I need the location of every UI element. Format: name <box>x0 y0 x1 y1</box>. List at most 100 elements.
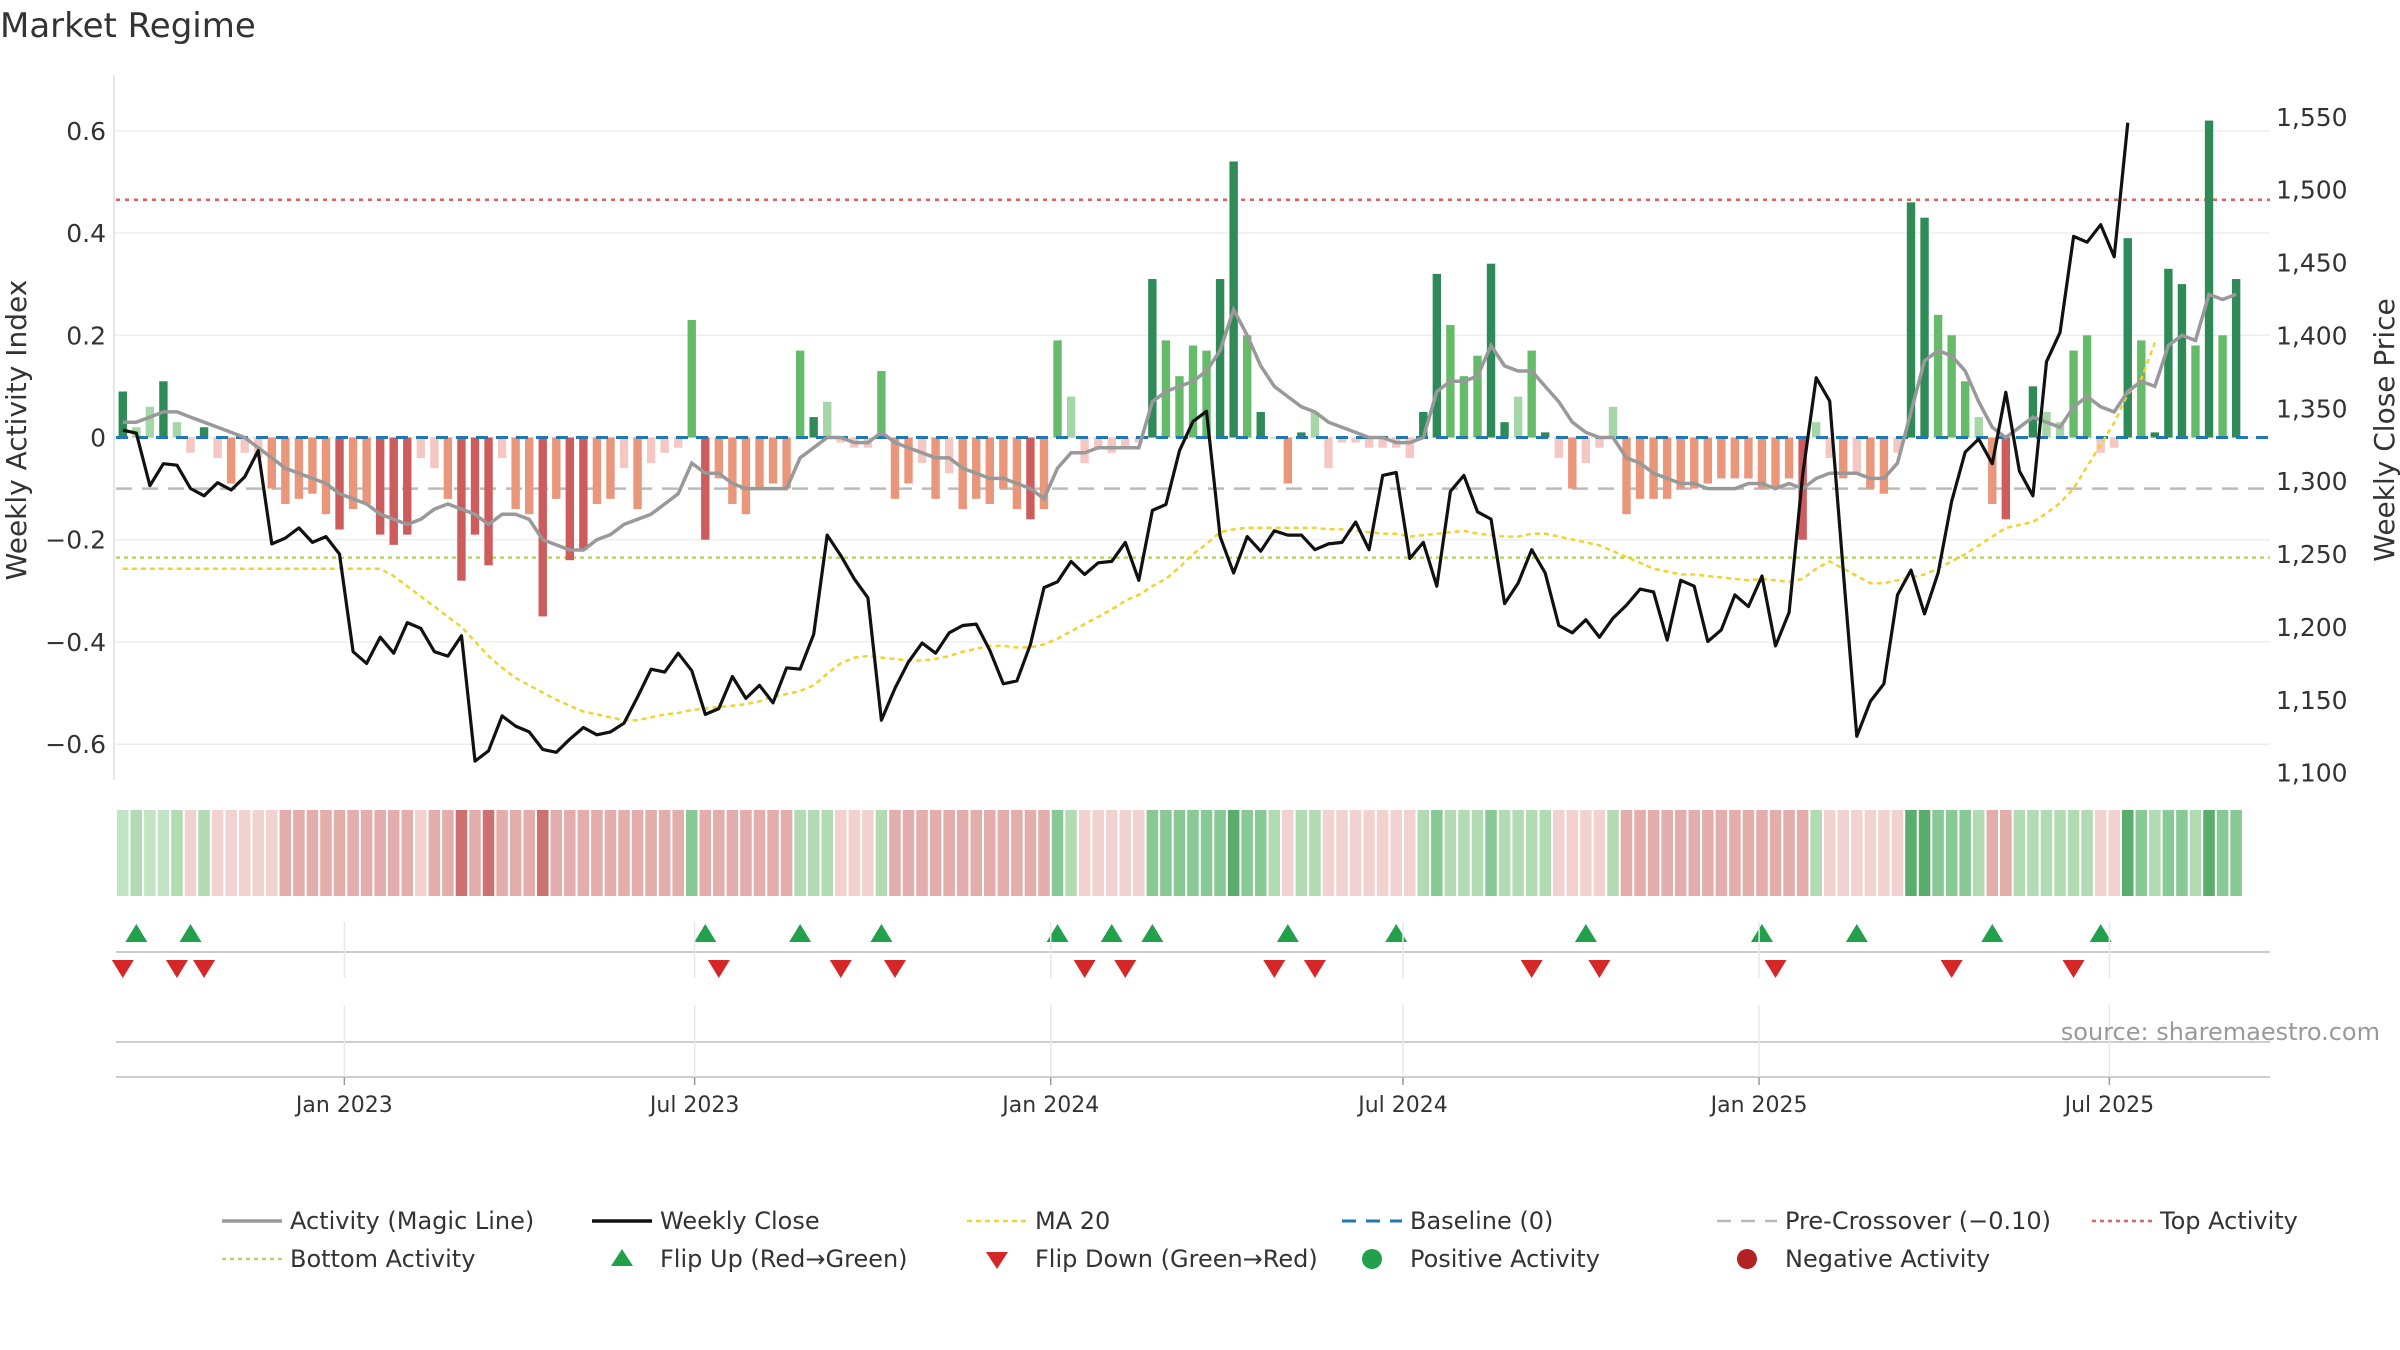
regime-cell <box>889 810 901 896</box>
regime-cell <box>577 810 590 896</box>
regime-cell <box>1065 810 1077 896</box>
activity-bar <box>2177 284 2187 438</box>
activity-bar <box>1744 437 1753 479</box>
activity-bar <box>1730 437 1740 479</box>
activity-bar <box>565 437 575 561</box>
activity-bar <box>1432 273 1442 438</box>
activity-bar <box>403 437 412 535</box>
regime-cell <box>1146 810 1159 896</box>
activity-bar <box>1256 411 1265 438</box>
y-right-axis-label: Weekly Close Price <box>2368 298 2400 561</box>
activity-bar <box>524 437 534 515</box>
y-right-tick-label: 1,450 <box>2276 249 2348 278</box>
activity-bar <box>199 427 209 438</box>
activity-bar <box>416 437 426 458</box>
legend-label: MA 20 <box>1035 1207 1111 1235</box>
y-left-tick-label: 0.2 <box>66 321 106 350</box>
regime-cell <box>1891 810 1904 896</box>
activity-bar <box>1175 376 1184 438</box>
activity-bar <box>321 437 331 515</box>
regime-cell <box>1674 810 1687 896</box>
regime-cell <box>1729 810 1741 896</box>
activity-bar <box>836 437 845 443</box>
y-left-tick-label: −0.6 <box>45 730 106 759</box>
flip-up-marker <box>1141 924 1164 942</box>
flip-down-marker <box>1588 960 1611 978</box>
flip-markers-panel <box>111 924 2270 1078</box>
regime-cell <box>1905 810 1917 896</box>
regime-cell <box>238 810 251 896</box>
activity-bar <box>755 437 764 489</box>
regime-cell <box>753 810 766 896</box>
activity-bar <box>728 437 737 504</box>
activity-bar <box>660 437 669 453</box>
activity-bar <box>1771 437 1780 489</box>
legend-item-negact: Negative Activity <box>1715 1245 1990 1273</box>
activity-bar <box>1053 340 1062 438</box>
flip-down-marker <box>111 960 134 978</box>
activity-bar <box>1852 437 1862 474</box>
activity-bar <box>1649 437 1658 499</box>
regime-cell <box>916 810 928 896</box>
regime-cell <box>293 810 305 896</box>
regime-cell <box>902 810 915 896</box>
regime-cell <box>1322 810 1335 896</box>
activity-bar <box>2042 411 2051 438</box>
activity-bar <box>2028 386 2038 438</box>
regime-cell <box>1580 810 1592 896</box>
source-note: source: sharemaestro.com <box>2061 1018 2380 1046</box>
regime-cell <box>1363 810 1375 896</box>
activity-bar <box>1960 381 1970 438</box>
regime-cell <box>1959 810 1971 896</box>
activity-bar <box>917 437 927 464</box>
activity-bar <box>1324 437 1333 469</box>
activity-bar <box>1405 437 1414 458</box>
regime-cell <box>1593 810 1606 896</box>
regime-cell <box>2027 810 2039 896</box>
regime-cell <box>415 810 427 896</box>
regime-cell <box>1742 810 1755 896</box>
x-tick-label: Jul 2023 <box>648 1093 740 1118</box>
activity-bar <box>985 437 994 504</box>
regime-cell <box>2189 810 2202 896</box>
activity-bar <box>552 437 561 499</box>
regime-cell <box>1417 810 1430 896</box>
activity-bar <box>1351 437 1360 443</box>
regime-cell <box>1133 810 1145 896</box>
activity-bar <box>2082 335 2092 438</box>
flip-down-marker <box>1520 960 1543 978</box>
regime-cell <box>1431 810 1443 896</box>
regime-cell <box>469 810 481 896</box>
legend-label: Negative Activity <box>1785 1245 1991 1273</box>
regime-cell <box>984 810 996 896</box>
legend-label: Baseline (0) <box>1410 1207 1554 1235</box>
legend-label: Flip Up (Red→Green) <box>660 1245 908 1273</box>
activity-bar <box>890 437 900 499</box>
regime-cell <box>1349 810 1362 896</box>
activity-bar <box>389 437 398 545</box>
regime-cell <box>699 810 712 896</box>
activity-bar <box>172 422 182 438</box>
regime-cell <box>1105 810 1118 896</box>
regime-cell <box>496 810 508 896</box>
regime-cell <box>1295 810 1308 896</box>
regime-cell <box>591 810 603 896</box>
y-left-tick-label: −0.2 <box>45 526 106 555</box>
legend-symbol-ma20 <box>965 1209 1029 1233</box>
regime-cell <box>2216 810 2229 896</box>
activity-bar <box>1893 437 1902 453</box>
regime-cell <box>1187 810 1199 896</box>
regime-cell <box>184 810 197 896</box>
flip-down-marker <box>1114 960 1137 978</box>
weekly-close-line <box>122 122 2130 763</box>
activity-bar <box>1188 345 1198 438</box>
regime-cell <box>455 810 468 896</box>
regime-cell <box>1851 810 1863 896</box>
activity-bar <box>1811 422 1821 438</box>
regime-cell <box>2000 810 2012 896</box>
activity-bar <box>1297 432 1306 438</box>
regime-cell <box>956 810 969 896</box>
regime-cell <box>564 810 576 896</box>
activity-bar <box>714 437 724 479</box>
regime-cell <box>1444 810 1457 896</box>
